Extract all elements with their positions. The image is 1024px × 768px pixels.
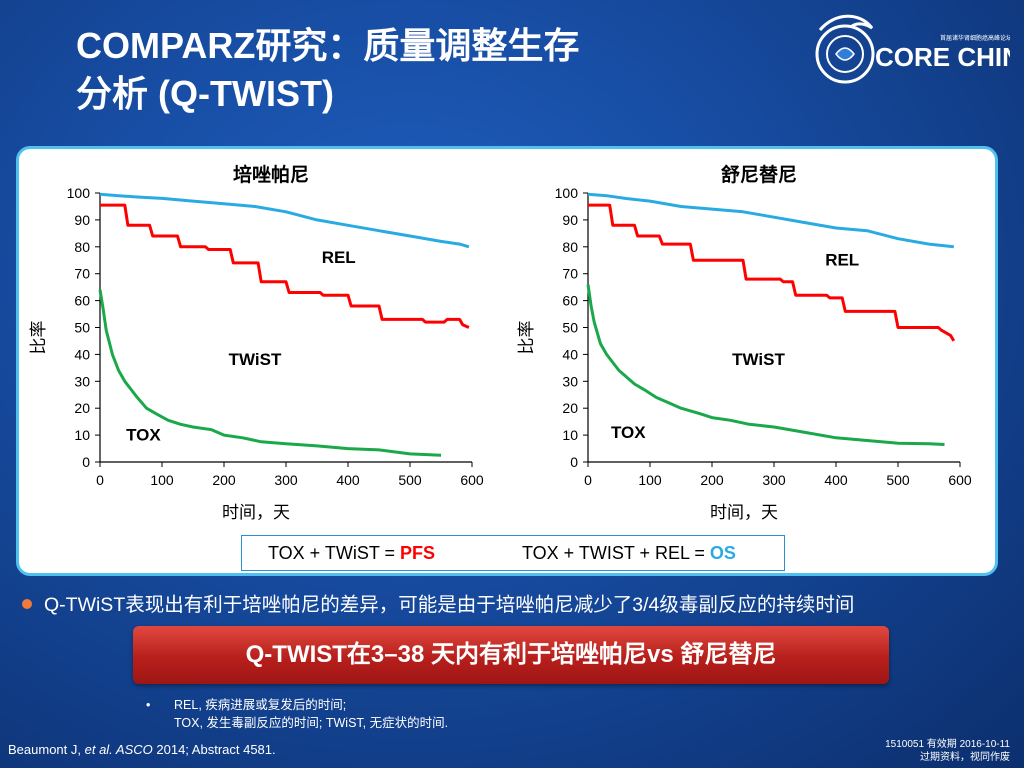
y-tick-label: 10	[74, 427, 90, 443]
slide-title-line2: 分析 (Q-TWIST)	[76, 73, 334, 114]
y-tick-label: 50	[74, 320, 90, 336]
annotation-rel: REL	[322, 248, 356, 267]
y-tick-label: 20	[562, 400, 578, 416]
legend-os-text: TOX + TWIST + REL =	[522, 543, 710, 563]
y-tick-label: 0	[570, 454, 578, 470]
bullet-text: Q-TWiST表现出有利于培唑帕尼的差异，可能是由于培唑帕尼减少了3/4级毒副反…	[44, 594, 855, 616]
annotation-twist: TWiST	[229, 350, 282, 369]
citation-prefix: Beaumont J,	[8, 742, 85, 757]
y-tick-label: 20	[74, 400, 90, 416]
x-tick-label: 600	[460, 472, 484, 488]
chart-title: 舒尼替尼	[721, 163, 797, 186]
slide-title-line1: COMPARZ研究：质量调整生存	[76, 25, 580, 66]
y-tick-label: 60	[74, 293, 90, 309]
chart-2: 舒尼替尼 0 10 20 30 40 50 60 70 80 90 100 0 100 200 300 400 5…	[517, 163, 972, 523]
x-tick-label: 0	[96, 472, 104, 488]
legend-pfs: TOX + TWiST = PFS	[268, 543, 435, 564]
logo-text: CORE CHINA	[875, 42, 1010, 72]
x-axis-label: 时间，天	[710, 503, 778, 523]
legend-os: TOX + TWIST + REL = OS	[522, 543, 736, 564]
citation-italic: et al. ASCO	[84, 742, 153, 757]
y-tick-label: 50	[562, 320, 578, 336]
y-tick-label: 80	[74, 239, 90, 255]
x-tick-label: 200	[700, 472, 724, 488]
y-tick-label: 60	[562, 293, 578, 309]
x-tick-label: 600	[948, 472, 972, 488]
x-tick-label: 400	[824, 472, 848, 488]
x-tick-label: 100	[638, 472, 662, 488]
citation-suffix: 2014; Abstract 4581.	[152, 742, 276, 757]
bullet-dot-icon	[22, 598, 32, 609]
x-tick-label: 400	[336, 472, 360, 488]
x-tick-label: 0	[584, 472, 592, 488]
annotation-tox: TOX	[611, 423, 646, 442]
conclusion-banner: Q-TWIST在3–38 天内有利于培唑帕尼vs 舒尼替尼	[133, 626, 889, 684]
chart-title: 培唑帕尼	[233, 163, 309, 186]
y-tick-label: 10	[562, 427, 578, 443]
legend-pfs-key: PFS	[400, 543, 436, 563]
y-tick-label: 40	[562, 346, 578, 362]
legend-box: TOX + TWiST = PFS TOX + TWIST + REL = OS	[241, 535, 785, 571]
series-line-2	[588, 203, 956, 342]
y-tick-label: 80	[562, 239, 578, 255]
y-tick-label: 70	[74, 266, 90, 282]
series-line-3	[586, 284, 945, 446]
validity-line1: 1510051 有效期 2016-10-11	[885, 739, 1010, 750]
annotation-tox: TOX	[126, 425, 161, 444]
series-line-1	[99, 192, 470, 249]
citation: Beaumont J, et al. ASCO 2014; Abstract 4…	[8, 742, 276, 757]
footnote-line2: TOX, 发生毒副反应的时间; TWiST, 无症状的时间.	[174, 716, 449, 730]
series-line-1	[587, 192, 954, 249]
logo-subtitle: 首届诸华肾细胞癌高峰论坛	[940, 34, 1010, 42]
x-tick-label: 300	[762, 472, 786, 488]
core-china-logo: CORE CHINA 首届诸华肾细胞癌高峰论坛	[800, 10, 1024, 90]
annotation-twist: TWiST	[732, 350, 785, 369]
chart-panel: 培唑帕尼 0 10 20 30 40 50 60 70 80 90 100 0 100 200 300 400 5…	[16, 146, 998, 576]
legend-pfs-text: TOX + TWiST =	[268, 543, 401, 563]
legend-os-key: OS	[709, 543, 736, 563]
y-tick-label: 70	[562, 266, 578, 282]
bullet-point: Q-TWiST表现出有利于培唑帕尼的差异，可能是由于培唑帕尼减少了3/4级毒副反…	[22, 588, 854, 617]
validity-note: 1510051 有效期 2016-10-11 过期资料，视同作废	[885, 738, 1010, 764]
x-tick-label: 200	[212, 472, 236, 488]
chart-1: 培唑帕尼 0 10 20 30 40 50 60 70 80 90 100 0 100 200 300 400 5…	[29, 163, 484, 523]
slide-title: COMPARZ研究：质量调整生存 分析 (Q-TWIST)	[76, 22, 776, 118]
y-tick-label: 100	[67, 185, 91, 201]
x-tick-label: 500	[886, 472, 910, 488]
y-tick-label: 30	[74, 373, 90, 389]
footnote-bullet: •	[146, 698, 151, 712]
y-axis-label: 比率	[29, 321, 49, 355]
annotation-rel: REL	[825, 251, 859, 270]
x-tick-label: 100	[150, 472, 174, 488]
y-tick-label: 100	[555, 185, 579, 201]
x-tick-label: 300	[274, 472, 298, 488]
y-axis-label: 比率	[517, 321, 537, 355]
validity-line2: 过期资料，视同作废	[920, 752, 1010, 763]
series-line-2	[100, 203, 470, 329]
x-axis-label: 时间，天	[222, 503, 290, 523]
y-tick-label: 30	[562, 373, 578, 389]
series-line-3	[98, 289, 442, 457]
footnote-line1: REL, 疾病进展或复发后的时间;	[174, 698, 347, 712]
y-tick-label: 90	[562, 212, 578, 228]
y-tick-label: 40	[74, 346, 90, 362]
dragon-logo-icon: CORE CHINA 首届诸华肾细胞癌高峰论坛	[815, 14, 1024, 84]
y-tick-label: 0	[82, 454, 90, 470]
y-tick-label: 90	[74, 212, 90, 228]
x-tick-label: 500	[398, 472, 422, 488]
